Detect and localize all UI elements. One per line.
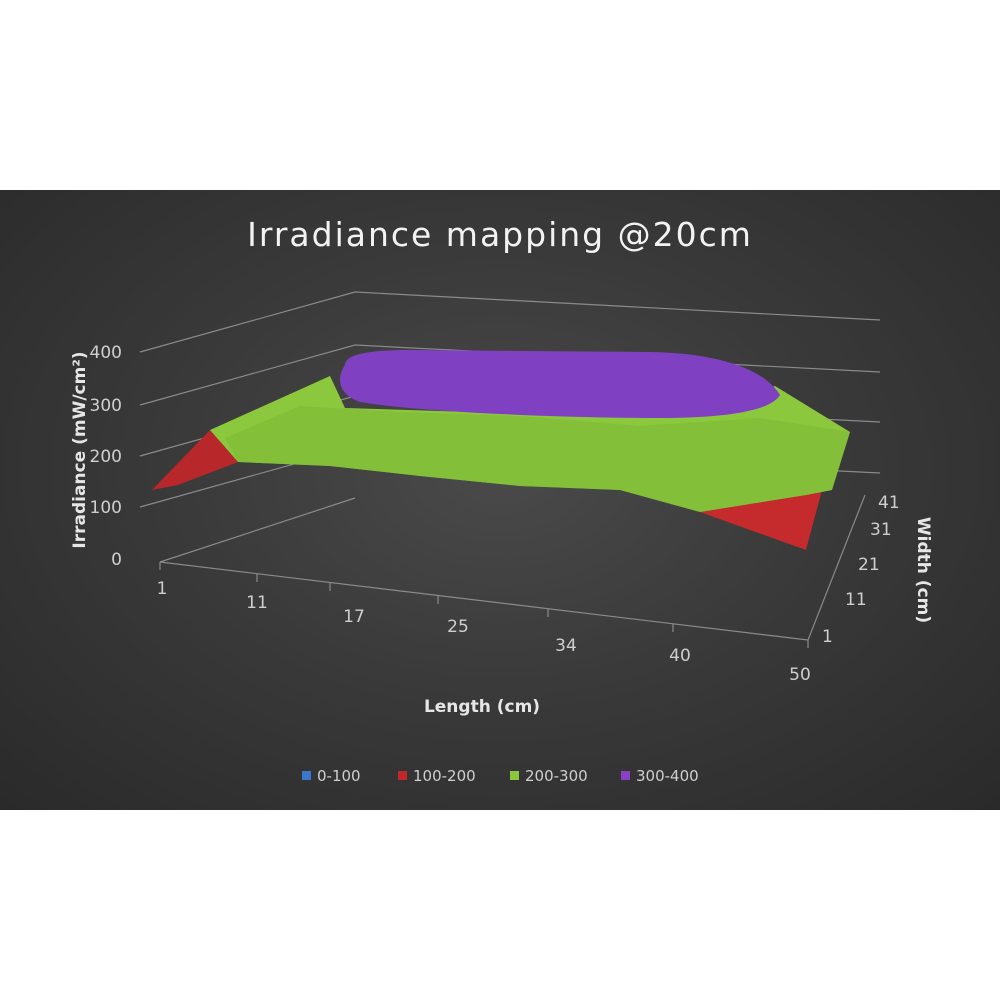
floor-left-edge xyxy=(159,497,356,563)
x-tick-40: 40 xyxy=(669,646,691,666)
legend-swatch-300-400 xyxy=(621,771,630,780)
grid-line-400-back xyxy=(354,291,881,321)
x-tick-17: 17 xyxy=(343,607,365,627)
legend-item-300-400: 300-400 xyxy=(621,767,699,785)
irradiance-surface-chart: Irradiance mapping @20cm xyxy=(70,215,933,785)
z-tick-300: 300 xyxy=(90,396,122,416)
legend-item-200-300: 200-300 xyxy=(510,767,588,785)
y-tick-41: 41 xyxy=(878,493,900,513)
legend-label-0-100: 0-100 xyxy=(317,767,361,785)
x-tick-1: 1 xyxy=(157,579,168,599)
chart-panel: Irradiance mapping @20cm xyxy=(0,190,1000,810)
x-tick-25: 25 xyxy=(447,617,469,637)
grid-line-400 xyxy=(139,291,356,353)
y-tick-21: 21 xyxy=(858,555,880,575)
x-tick-50: 50 xyxy=(789,665,811,685)
axis-ticks xyxy=(159,562,809,648)
x-axis-tick-labels: 1 11 17 25 34 40 50 xyxy=(157,579,811,685)
z-tick-0: 0 xyxy=(111,550,122,570)
floor-right-edge xyxy=(807,494,866,641)
surface-band-300-400 xyxy=(340,350,780,418)
z-axis-title: Irradiance (mW/cm²) xyxy=(70,351,90,548)
legend-label-200-300: 200-300 xyxy=(525,767,588,785)
legend-swatch-0-100 xyxy=(302,771,311,780)
surface xyxy=(152,350,850,550)
y-tick-11: 11 xyxy=(845,590,867,610)
x-tick-34: 34 xyxy=(555,636,577,656)
z-tick-400: 400 xyxy=(90,343,122,363)
y-axis-title: Width (cm) xyxy=(913,517,933,623)
x-tick-11: 11 xyxy=(246,593,268,613)
legend: 0-100 100-200 200-300 300-400 xyxy=(302,767,699,785)
legend-swatch-200-300 xyxy=(510,771,519,780)
legend-label-300-400: 300-400 xyxy=(636,767,699,785)
chart-title: Irradiance mapping @20cm xyxy=(247,215,753,254)
x-axis-title: Length (cm) xyxy=(424,697,540,717)
legend-item-100-200: 100-200 xyxy=(398,767,476,785)
z-axis-tick-labels: 400 300 200 100 0 xyxy=(90,343,122,570)
z-tick-100: 100 xyxy=(90,498,122,518)
legend-item-0-100: 0-100 xyxy=(302,767,361,785)
surface-band-100-200-right xyxy=(700,490,822,550)
surface-band-200-300-shade xyxy=(225,406,850,512)
floor-front-edge xyxy=(159,561,809,641)
legend-swatch-100-200 xyxy=(398,771,407,780)
surface-band-100-200-left xyxy=(152,430,238,490)
y-tick-1: 1 xyxy=(822,627,833,647)
legend-label-100-200: 100-200 xyxy=(413,767,476,785)
grid-line-300 xyxy=(139,344,356,406)
y-tick-31: 31 xyxy=(870,520,892,540)
z-tick-200: 200 xyxy=(90,447,122,467)
y-axis-tick-labels: 41 31 21 11 1 xyxy=(822,493,900,647)
